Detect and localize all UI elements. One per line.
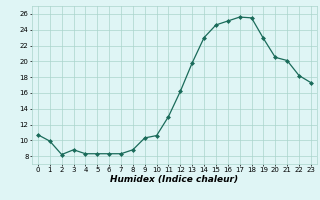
X-axis label: Humidex (Indice chaleur): Humidex (Indice chaleur)	[110, 175, 238, 184]
